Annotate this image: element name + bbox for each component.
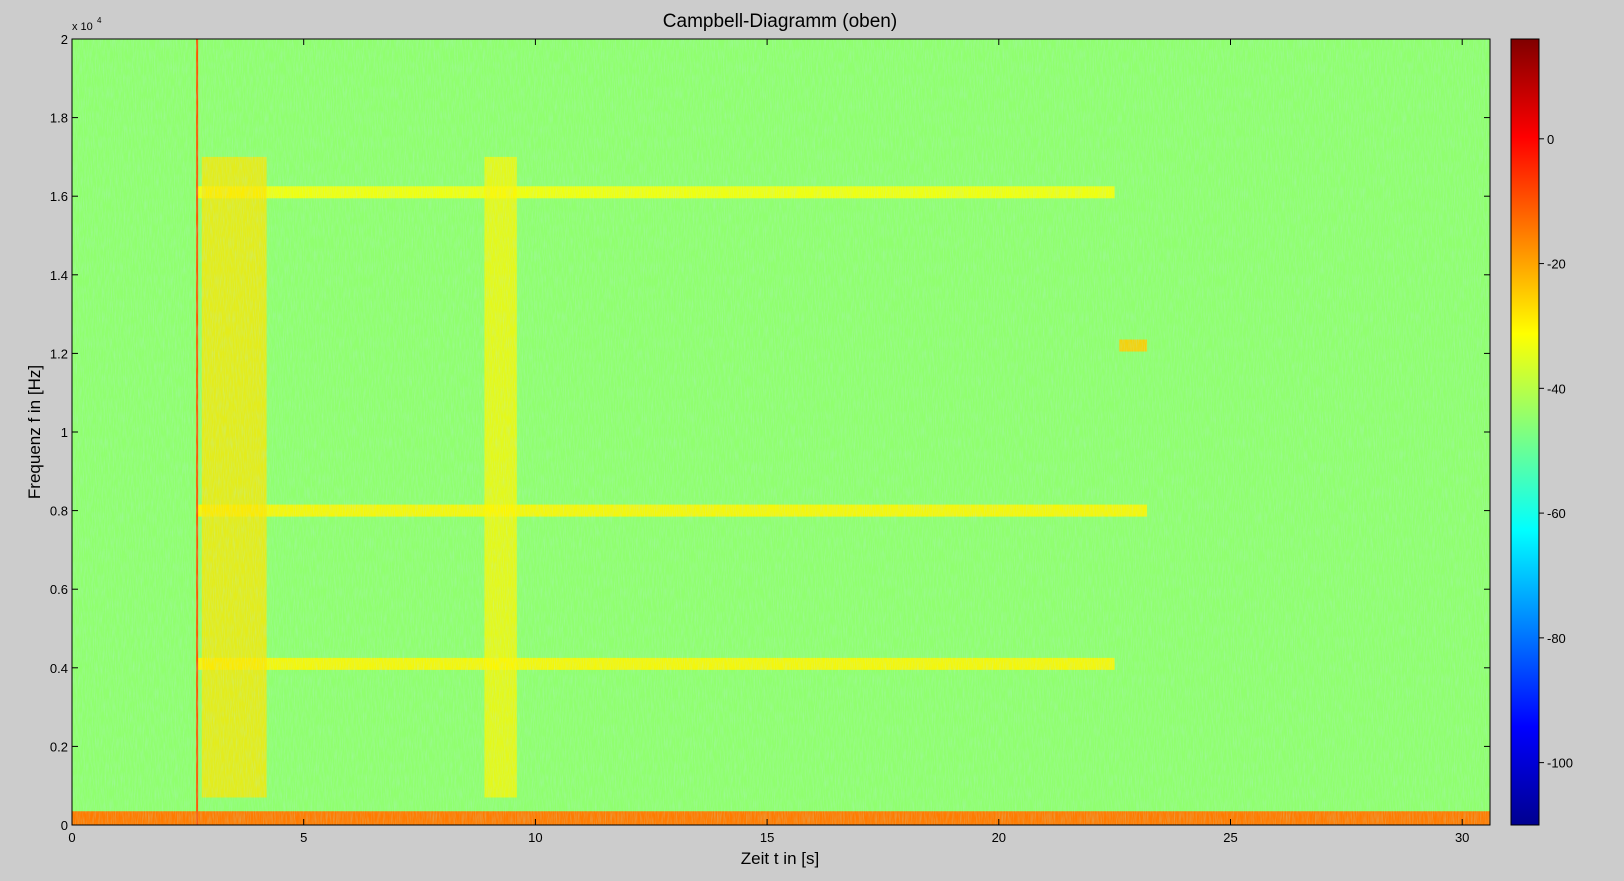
x-tick-label: 25: [1223, 830, 1237, 845]
y-tick-label: 1.8: [50, 111, 68, 126]
colorbar-tick-label: -80: [1547, 631, 1566, 646]
y-tick-label: 0.6: [50, 582, 68, 597]
colorbar: 0 -20 -40 -60 -80 -100: [1510, 38, 1573, 826]
x-tick-label: 20: [992, 830, 1006, 845]
y-tick-label: 2: [61, 32, 68, 47]
x-tick-label: 0: [68, 830, 75, 845]
x-tick-label: 30: [1455, 830, 1469, 845]
colorbar-tick-label: -20: [1547, 257, 1566, 272]
colorbar-ticks: 0 -20 -40 -60 -80 -100: [1539, 132, 1573, 771]
colorbar-tick-label: -40: [1547, 381, 1566, 396]
x-tick-label: 10: [528, 830, 542, 845]
y-axis-ticks: 0 0.2 0.4 0.6 0.8 1 1.2 1.4 1.6 1.8 2: [50, 32, 1490, 833]
colorbar-tick-label: -60: [1547, 506, 1566, 521]
y-axis-label: Frequenz f in [Hz]: [25, 365, 44, 499]
y-tick-label: 0.8: [50, 504, 68, 519]
spectrogram-image: [72, 39, 1490, 825]
spectrogram-noise: [72, 39, 1490, 825]
y-tick-label: 0.2: [50, 739, 68, 754]
x-tick-label: 5: [300, 830, 307, 845]
x-tick-label: 15: [760, 830, 774, 845]
y-axis-multiplier: x 10 4: [72, 16, 102, 33]
y-multiplier-base: x 10: [72, 21, 93, 33]
y-tick-label: 1.2: [50, 346, 68, 361]
chart-title: Campbell-Diagramm (oben): [663, 11, 897, 32]
colorbar-tick-label: 0: [1547, 132, 1554, 147]
y-tick-label: 0.4: [50, 661, 68, 676]
x-axis-label: Zeit t in [s]: [741, 849, 819, 868]
y-tick-label: 1.6: [50, 189, 68, 204]
y-tick-label: 0: [61, 818, 68, 833]
colorbar-tick-label: -100: [1547, 756, 1573, 771]
y-multiplier-exponent: 4: [97, 16, 102, 25]
colorbar-gradient: [1510, 38, 1540, 826]
x-axis-ticks: 0 5 10 15 20 25 30: [68, 39, 1469, 845]
y-tick-label: 1.4: [50, 268, 68, 283]
y-tick-label: 1: [61, 425, 68, 440]
